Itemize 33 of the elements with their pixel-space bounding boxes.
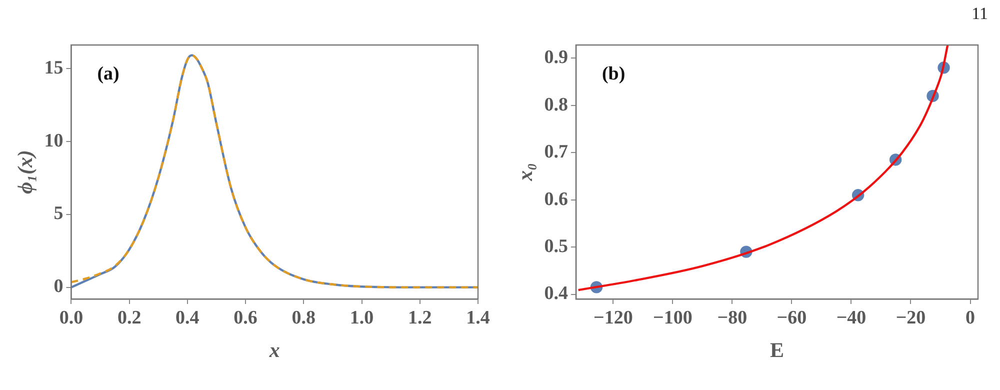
- y-tick-label: 15: [44, 57, 64, 78]
- y-tick-label: 0.5: [544, 236, 568, 257]
- y-tick-label: 0.7: [544, 142, 568, 163]
- x-tick-label: 0.4: [176, 307, 200, 328]
- y-tick-label: 0.9: [544, 47, 568, 68]
- x-tick-label: −60: [776, 307, 807, 328]
- x-tick-label: −80: [717, 307, 748, 328]
- x-tick-label: 0: [966, 307, 976, 328]
- x-tick-label: 0.6: [234, 307, 258, 328]
- x-tick-label: −20: [896, 307, 926, 328]
- text: 11: [972, 4, 988, 24]
- x-tick-label: 0.8: [292, 307, 316, 328]
- y-tick-label: 0.8: [544, 94, 568, 116]
- annotation: (b): [602, 63, 626, 84]
- x-tick-label: 0.2: [117, 307, 142, 328]
- y-tick-label: 5: [54, 203, 64, 224]
- y-tick-label: 0.4: [544, 283, 568, 304]
- x-tick-label: −100: [653, 307, 692, 328]
- annotation: (a): [97, 63, 120, 84]
- y-tick-label: 0: [54, 276, 64, 298]
- y-axis-title: x₀: [513, 163, 538, 182]
- line-series: [577, 45, 949, 292]
- x-axis-title: E: [770, 338, 784, 362]
- x-tick-label: −120: [593, 307, 633, 328]
- y-tick-label: 0.6: [544, 188, 568, 210]
- x-axis-title: x: [268, 338, 280, 362]
- x-tick-label: 1.4: [466, 307, 490, 328]
- y-tick-label: 10: [44, 130, 64, 152]
- y-axis-title: ϕ₁(x): [13, 150, 38, 194]
- x-tick-label: 1.2: [408, 307, 432, 328]
- x-tick-label: 1.0: [350, 307, 374, 328]
- x-tick-label: 0.0: [59, 307, 84, 328]
- x-tick-label: −40: [836, 307, 866, 328]
